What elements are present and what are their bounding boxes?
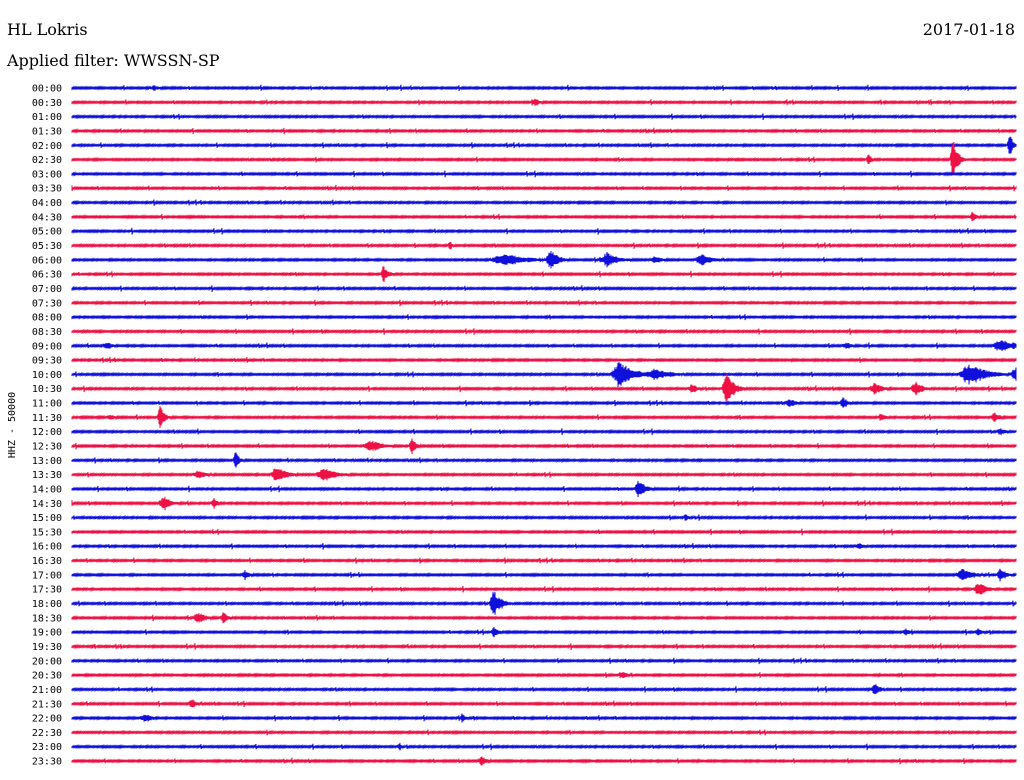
filter-label: Applied filter: WWSSN-SP — [7, 51, 220, 70]
row-time-label: 04:30 — [32, 212, 62, 223]
row-time-label: 14:30 — [32, 499, 62, 510]
row-time-label: 02:30 — [32, 155, 62, 166]
row-time-label: 17:00 — [32, 570, 62, 581]
row-time-label: 00:30 — [32, 98, 62, 109]
row-time-label: 22:00 — [32, 714, 62, 725]
row-time-label: 16:30 — [32, 556, 62, 567]
trace-line — [71, 373, 1017, 402]
row-time-label: 15:00 — [32, 513, 62, 524]
row-time-label: 14:00 — [32, 485, 62, 496]
row-time-label: 19:00 — [32, 628, 62, 639]
row-time-label: 11:30 — [32, 413, 62, 424]
row-time-label: 05:30 — [32, 241, 62, 252]
row-time-label: 06:30 — [32, 270, 62, 281]
row-time-label: 23:30 — [32, 757, 62, 768]
row-time-label: 23:00 — [32, 742, 62, 753]
row-time-label: 09:00 — [32, 341, 62, 352]
row-time-label: 17:30 — [32, 585, 62, 596]
row-time-label: 07:00 — [32, 284, 62, 295]
row-time-label: 12:30 — [32, 442, 62, 453]
row-time-label: 18:00 — [32, 599, 62, 610]
row-time-label: 13:00 — [32, 456, 62, 467]
row-time-label: 12:00 — [32, 427, 62, 438]
row-time-label: 07:30 — [32, 298, 62, 309]
row-time-label: 01:00 — [32, 112, 62, 123]
row-time-label: 10:30 — [32, 384, 62, 395]
row-time-label: 16:00 — [32, 542, 62, 553]
row-time-label: 19:30 — [32, 642, 62, 653]
row-time-label: 22:30 — [32, 728, 62, 739]
row-time-label: 03:30 — [32, 184, 62, 195]
row-time-label: 20:00 — [32, 656, 62, 667]
seismic-traces — [71, 84, 1017, 766]
row-time-label: 03:00 — [32, 169, 62, 180]
row-time-label: 08:00 — [32, 313, 62, 324]
row-time-label: 15:30 — [32, 527, 62, 538]
row-time-label: 11:00 — [32, 399, 62, 410]
row-time-label: 09:30 — [32, 356, 62, 367]
row-time-label: 18:30 — [32, 613, 62, 624]
row-time-label: 21:00 — [32, 685, 62, 696]
row-time-label: 08:30 — [32, 327, 62, 338]
row-time-label: 01:30 — [32, 127, 62, 138]
row-time-label: 02:00 — [32, 141, 62, 152]
trace-line — [71, 142, 1017, 175]
date-label: 2017-01-18 — [922, 20, 1015, 39]
row-time-label: 20:30 — [32, 671, 62, 682]
row-time-label: 21:30 — [32, 699, 62, 710]
row-time-labels: 00:00 00:30 01:00 01:30 02:00 02:30 03:00 03:30… — [32, 84, 62, 768]
row-time-label: 06:00 — [32, 255, 62, 266]
y-axis-label: HHZ - 50000 — [7, 392, 18, 458]
station-title: HL Lokris — [7, 20, 88, 39]
row-time-label: 10:00 — [32, 370, 62, 381]
row-time-label: 13:30 — [32, 470, 62, 481]
row-time-label: 05:00 — [32, 227, 62, 238]
row-time-label: 04:00 — [32, 198, 62, 209]
row-time-label: 00:00 — [32, 84, 62, 95]
